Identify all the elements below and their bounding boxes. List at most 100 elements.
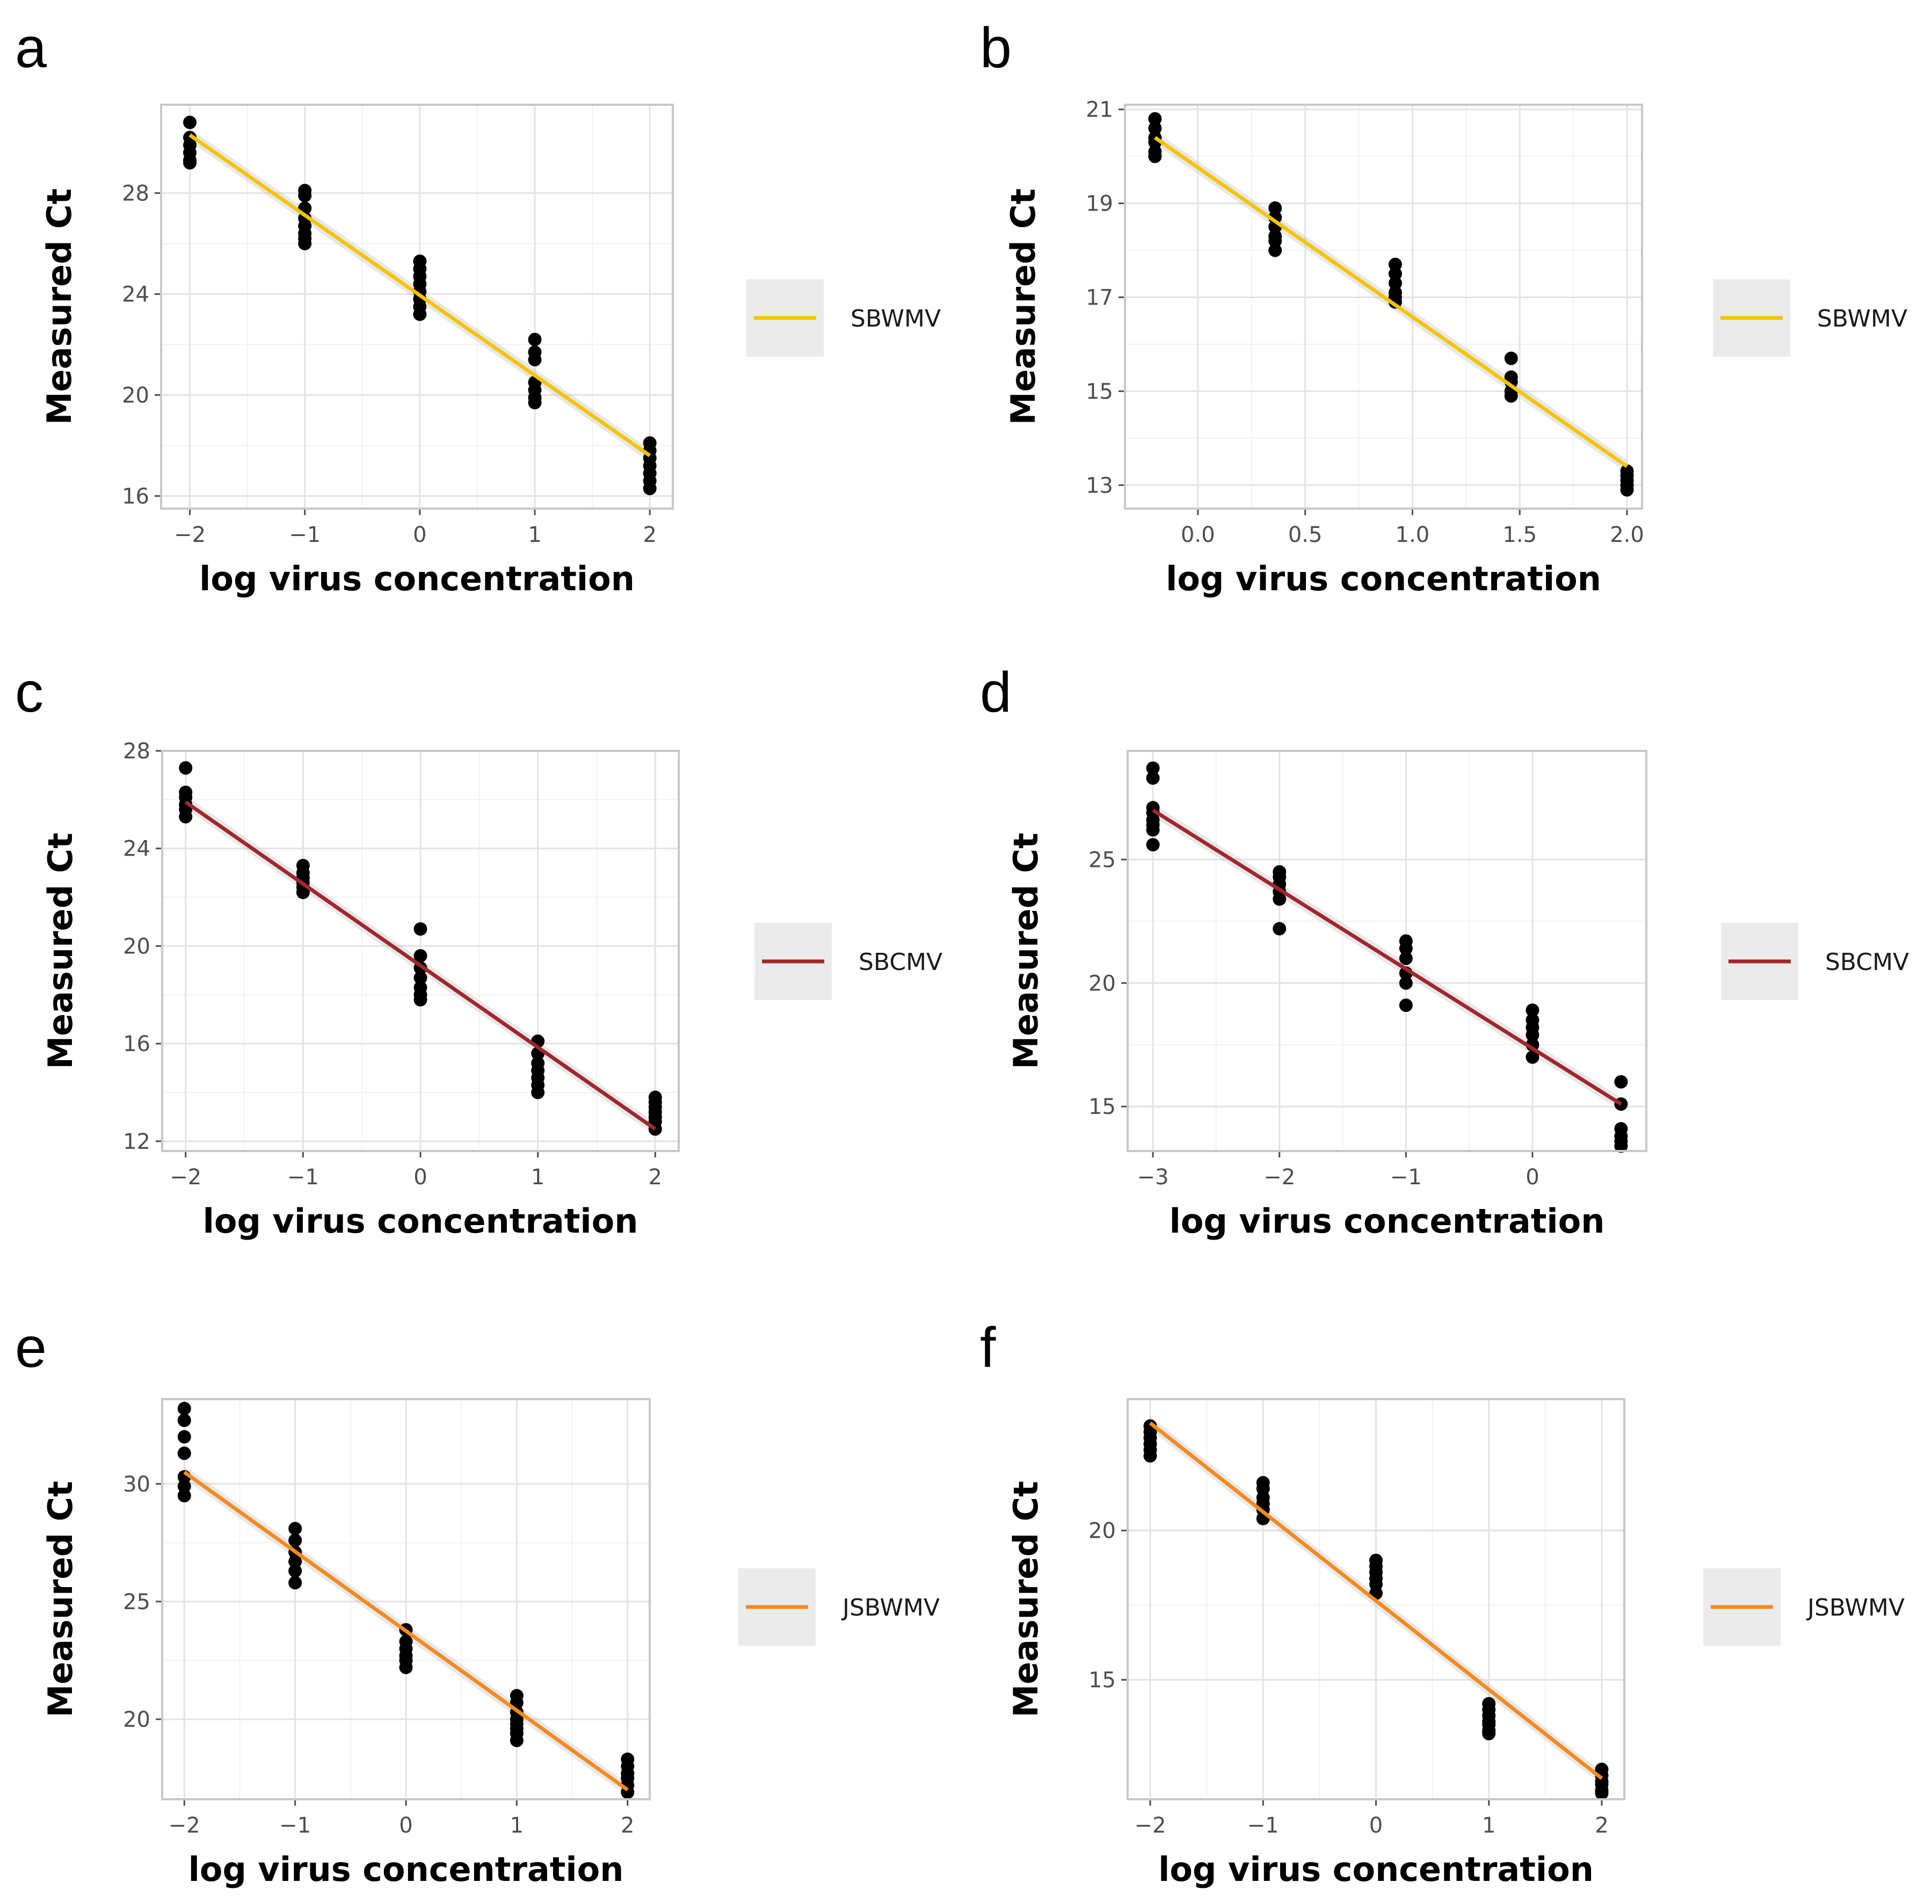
data-point (298, 237, 312, 250)
panel-letter: e (15, 1316, 47, 1379)
y-tick-label: 20 (1088, 971, 1116, 996)
data-point (528, 332, 542, 346)
data-point (1273, 922, 1287, 936)
data-point (183, 115, 197, 129)
data-point (177, 1446, 191, 1460)
data-point (1614, 1139, 1628, 1153)
data-point (1273, 892, 1287, 906)
x-axis-title: log virus concentration (1158, 1850, 1594, 1889)
x-tick-label: 2.0 (1610, 523, 1644, 547)
legend-label: SBCMV (1825, 949, 1909, 976)
y-tick-label: 16 (123, 1032, 150, 1056)
y-tick-label: 15 (1086, 379, 1113, 404)
y-axis-title: Measured Ct (1004, 189, 1043, 425)
x-tick-label: −2 (174, 523, 206, 547)
data-point (413, 922, 427, 936)
data-point (288, 1522, 302, 1536)
plot-border (1124, 104, 1643, 510)
data-point (528, 353, 542, 367)
x-tick-label: −2 (170, 1165, 201, 1190)
data-point (1504, 351, 1518, 365)
x-tick-label: 1 (1482, 1813, 1495, 1838)
data-point (1148, 121, 1162, 135)
y-tick-label: 19 (1086, 192, 1113, 216)
data-point (399, 1661, 413, 1675)
data-point (1146, 823, 1160, 837)
y-tick-label: 20 (1088, 1519, 1116, 1544)
data-point (1620, 483, 1634, 497)
plot-border (1127, 1398, 1625, 1800)
x-tick-label: 2 (1595, 1813, 1608, 1838)
y-tick-label: 12 (123, 1130, 150, 1154)
x-tick-label: −1 (1247, 1813, 1279, 1838)
y-tick-label: 21 (1086, 98, 1113, 122)
data-point (1146, 838, 1160, 852)
legend-label: JSBWMV (841, 1594, 940, 1621)
x-tick-label: 0 (413, 1165, 427, 1190)
x-tick-label: 1.5 (1502, 523, 1537, 547)
y-tick-label: 25 (123, 1590, 150, 1615)
legend-label: SBWMV (851, 305, 941, 332)
x-tick-label: 1 (510, 1813, 524, 1838)
plot-border (161, 750, 680, 1152)
plot-border (1127, 750, 1647, 1152)
x-tick-label: 0.0 (1181, 523, 1215, 547)
x-tick-label: 0 (1369, 1813, 1383, 1838)
x-tick-label: −2 (169, 1813, 200, 1838)
y-tick-label: 15 (1088, 1668, 1116, 1693)
data-point (296, 885, 310, 899)
x-tick-label: 2 (621, 1813, 634, 1838)
y-tick-label: 30 (123, 1472, 150, 1497)
x-tick-label: −1 (1390, 1165, 1422, 1190)
data-point (528, 396, 542, 410)
data-point (531, 1085, 545, 1099)
data-point (1148, 149, 1162, 163)
y-tick-label: 20 (122, 383, 149, 408)
x-tick-label: −2 (1135, 1813, 1166, 1838)
data-point (1148, 112, 1162, 126)
y-axis-title: Measured Ct (1006, 832, 1045, 1069)
data-point (1399, 942, 1413, 955)
y-tick-label: 16 (122, 484, 149, 509)
data-point (298, 189, 312, 202)
x-axis-title: log virus concentration (199, 559, 635, 598)
data-point (1399, 976, 1413, 990)
y-tick-label: 17 (1086, 286, 1113, 310)
data-point (1399, 951, 1413, 965)
data-point (1146, 771, 1160, 785)
data-point (1268, 243, 1282, 257)
y-tick-label: 20 (123, 1707, 150, 1732)
regression-line (188, 133, 651, 458)
data-point (413, 971, 427, 984)
y-tick-label: 24 (123, 837, 150, 861)
x-tick-label: 2 (649, 1165, 662, 1190)
data-point (1526, 1028, 1539, 1042)
data-point (177, 1479, 191, 1493)
data-point (288, 1576, 302, 1590)
y-tick-label: 28 (122, 182, 149, 206)
y-tick-label: 13 (1086, 473, 1113, 498)
x-tick-label: −1 (287, 1165, 319, 1190)
data-point (413, 307, 427, 321)
regression-line (183, 1471, 629, 1792)
x-tick-label: −1 (289, 523, 321, 547)
x-tick-label: 1 (531, 1165, 544, 1190)
data-point (288, 1564, 302, 1578)
panel-letter: c (15, 661, 43, 724)
legend-label: SBWMV (1817, 305, 1907, 332)
data-point (1595, 1786, 1609, 1800)
data-point (1388, 276, 1402, 290)
chart-panel-b: b 0.0 0.5 1.0 1.5 2.0 13 15 17 19 21 log virus conc… (980, 16, 1907, 598)
panel-letter: f (980, 1316, 996, 1379)
legend-label: SBCMV (859, 949, 942, 976)
data-point (177, 1413, 191, 1427)
data-point (1268, 201, 1282, 215)
data-point (288, 1533, 302, 1547)
data-point (413, 993, 427, 1007)
x-axis-title: log virus concentration (1170, 1201, 1605, 1241)
data-point (183, 156, 197, 170)
data-point (179, 761, 193, 775)
